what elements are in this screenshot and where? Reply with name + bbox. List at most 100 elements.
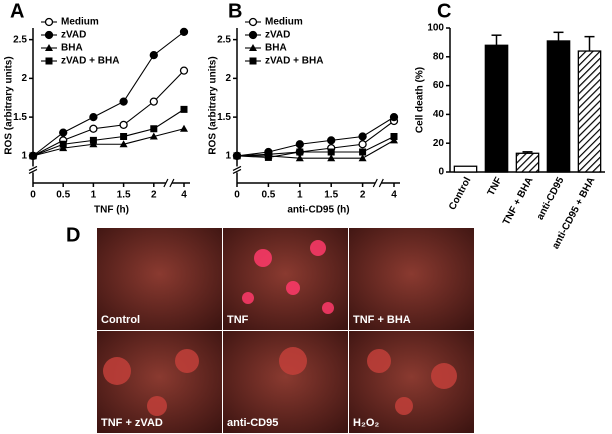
- marker: [390, 133, 398, 140]
- x-tick-label: 4: [391, 190, 397, 201]
- x-tick-label: 0: [234, 190, 240, 201]
- cell: [254, 249, 272, 267]
- panel-label: D: [66, 224, 80, 246]
- cell: [103, 357, 131, 385]
- y-tick-label: 2.5: [13, 34, 27, 45]
- cell: [431, 363, 457, 389]
- series-line: [236, 136, 395, 158]
- x-tick-label: 2: [360, 190, 366, 201]
- marker: [45, 57, 53, 65]
- micrograph-label: Control: [101, 314, 140, 326]
- x-tick-label: Control: [447, 175, 474, 212]
- legend-label: BHA: [61, 43, 83, 54]
- y-tick-label: 1.5: [13, 112, 27, 123]
- series-line: [32, 128, 185, 157]
- series-line: [32, 31, 185, 157]
- marker: [233, 152, 241, 160]
- series-line: [236, 120, 395, 157]
- x-axis-label: TNF (h): [94, 205, 129, 216]
- bar: [546, 40, 571, 173]
- panel-label: A: [10, 0, 24, 22]
- cell: [367, 349, 391, 373]
- marker: [327, 136, 336, 145]
- marker: [358, 154, 367, 162]
- x-tick-label: 1.5: [324, 190, 338, 201]
- marker: [44, 30, 54, 40]
- panel-label: C: [437, 0, 451, 22]
- micrograph-label: TNF: [227, 314, 249, 326]
- series-line: [237, 139, 395, 159]
- y-tick-label: 2.5: [217, 34, 231, 45]
- y-tick-label: 40: [433, 109, 445, 120]
- bar: [484, 44, 509, 173]
- marker: [180, 124, 188, 132]
- marker: [150, 125, 158, 133]
- marker: [295, 140, 304, 149]
- bar: [515, 152, 540, 173]
- micrograph-label: TNF + zVAD: [101, 417, 163, 429]
- panel-label: B: [228, 0, 242, 22]
- y-axis-label: ROS (arbitrary units): [208, 56, 219, 154]
- marker: [149, 50, 158, 60]
- marker: [248, 30, 258, 40]
- axis-break: [372, 178, 384, 188]
- x-tick-label: TNF + BHA: [501, 175, 535, 227]
- legend-label: zVAD: [265, 30, 290, 41]
- cell: [242, 292, 254, 304]
- marker: [44, 17, 54, 27]
- marker: [29, 152, 37, 160]
- micrograph-label: anti-CD95: [227, 417, 278, 429]
- axis-break: [232, 166, 242, 173]
- marker: [149, 132, 158, 140]
- y-tick-label: 0: [438, 167, 444, 178]
- legend-label: BHA: [265, 43, 287, 54]
- cell: [175, 349, 199, 373]
- micrograph-label: TNF + BHA: [353, 314, 411, 326]
- x-tick-label: 0.5: [261, 190, 275, 201]
- series-line: [236, 116, 395, 157]
- y-axis-label: ROS (arbitrary units): [4, 56, 15, 154]
- marker: [180, 105, 188, 113]
- series-line: [32, 108, 185, 157]
- marker: [358, 132, 367, 141]
- marker: [359, 148, 367, 156]
- y-axis-label: Cell death (%): [415, 67, 426, 133]
- y-tick-label: 2: [21, 73, 27, 84]
- cell: [147, 396, 167, 416]
- marker: [249, 57, 257, 65]
- x-tick-label: 1.5: [117, 190, 131, 201]
- x-tick-label: anti-CD95: [535, 175, 567, 222]
- marker: [249, 44, 257, 51]
- micrograph: [97, 228, 222, 330]
- marker: [119, 97, 128, 106]
- legend-label: zVAD + BHA: [61, 56, 119, 67]
- x-tick-label: 0: [30, 190, 36, 201]
- legend-label: zVAD + BHA: [265, 56, 323, 67]
- marker: [389, 112, 399, 122]
- axis-break: [28, 165, 38, 174]
- marker: [45, 44, 53, 51]
- marker: [248, 17, 258, 27]
- x-tick-label: 2: [151, 190, 157, 201]
- cell: [395, 397, 413, 415]
- marker: [327, 154, 336, 162]
- x-tick-label: 4: [181, 190, 187, 201]
- legend-label: Medium: [61, 17, 99, 28]
- marker: [89, 112, 98, 122]
- marker: [264, 153, 272, 161]
- y-tick-label: 2: [225, 73, 231, 84]
- marker: [89, 124, 98, 133]
- legend-label: Medium: [265, 17, 303, 28]
- marker: [89, 136, 97, 144]
- x-axis-label: anti-CD95 (h): [287, 205, 349, 216]
- y-tick-label: 60: [433, 80, 445, 91]
- marker: [120, 133, 128, 140]
- marker: [149, 97, 158, 106]
- axis-break: [163, 178, 175, 188]
- micrograph-label: H₂O₂: [353, 417, 379, 429]
- axis-break: [28, 166, 38, 173]
- axis-break: [165, 178, 172, 188]
- bar: [577, 50, 602, 173]
- y-tick-label: 100: [427, 23, 444, 34]
- marker: [358, 140, 367, 149]
